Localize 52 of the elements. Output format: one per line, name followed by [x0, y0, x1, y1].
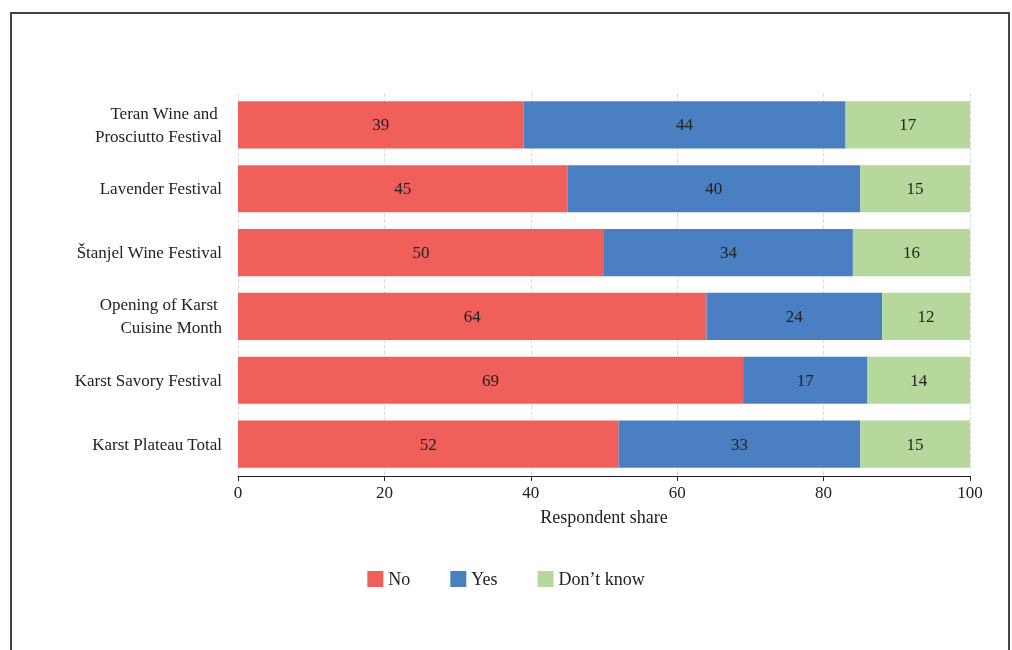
bar — [860, 420, 970, 468]
data-label: 64 — [463, 306, 482, 326]
y-tick-label: Lavender Festival — [99, 179, 223, 199]
y-tick-label: Karst Plateau Total — [92, 434, 223, 454]
data-label: 33 — [730, 434, 748, 454]
bar — [852, 228, 970, 277]
bar — [860, 165, 970, 213]
legend-label: Don’t know — [558, 569, 645, 589]
bar — [604, 228, 853, 277]
data-label: 40 — [705, 179, 723, 199]
bar — [845, 101, 970, 149]
y-tick-label: Teran Wine and Prosciutto Festival — [94, 103, 223, 146]
data-label: 12 — [917, 306, 935, 326]
bar — [238, 292, 707, 341]
legend-label: No — [388, 569, 411, 589]
legend-label: Yes — [471, 569, 498, 589]
bar — [743, 356, 868, 404]
data-label: 50 — [412, 243, 430, 263]
bar — [238, 165, 568, 213]
bar — [523, 101, 846, 149]
bar — [238, 228, 604, 277]
x-tick-label: 60 — [668, 483, 686, 502]
bar — [238, 356, 744, 404]
y-tick-label: Štanjel Wine Festival — [76, 243, 223, 263]
bar — [618, 420, 861, 468]
bar — [238, 101, 524, 149]
bar — [567, 165, 861, 213]
data-label: 69 — [482, 370, 500, 390]
x-tick-label: 40 — [522, 483, 540, 502]
data-label: 44 — [676, 115, 694, 135]
y-tick-label: Opening of Karst Cuisine Month — [99, 295, 223, 338]
data-label: 16 — [902, 243, 920, 263]
y-tick-label: Karst Savory Festival — [74, 370, 223, 390]
data-label: 39 — [372, 115, 390, 135]
bar — [882, 292, 970, 341]
x-axis-title: Respondent share — [540, 507, 668, 527]
data-label: 14 — [910, 370, 928, 390]
data-label: 52 — [419, 434, 437, 454]
data-label: 17 — [796, 370, 815, 390]
data-label: 24 — [785, 306, 804, 326]
x-tick-label: 0 — [233, 483, 243, 502]
bar — [706, 292, 883, 341]
bar — [867, 356, 970, 404]
data-label: 15 — [906, 179, 924, 199]
data-label: 45 — [394, 179, 412, 199]
x-tick-label: 100 — [957, 483, 983, 502]
data-label: 17 — [899, 115, 917, 135]
bar — [238, 420, 619, 468]
data-label: 34 — [719, 243, 738, 263]
data-label: 15 — [906, 434, 924, 454]
x-tick-label: 20 — [375, 483, 393, 502]
x-tick-label: 80 — [815, 483, 833, 502]
